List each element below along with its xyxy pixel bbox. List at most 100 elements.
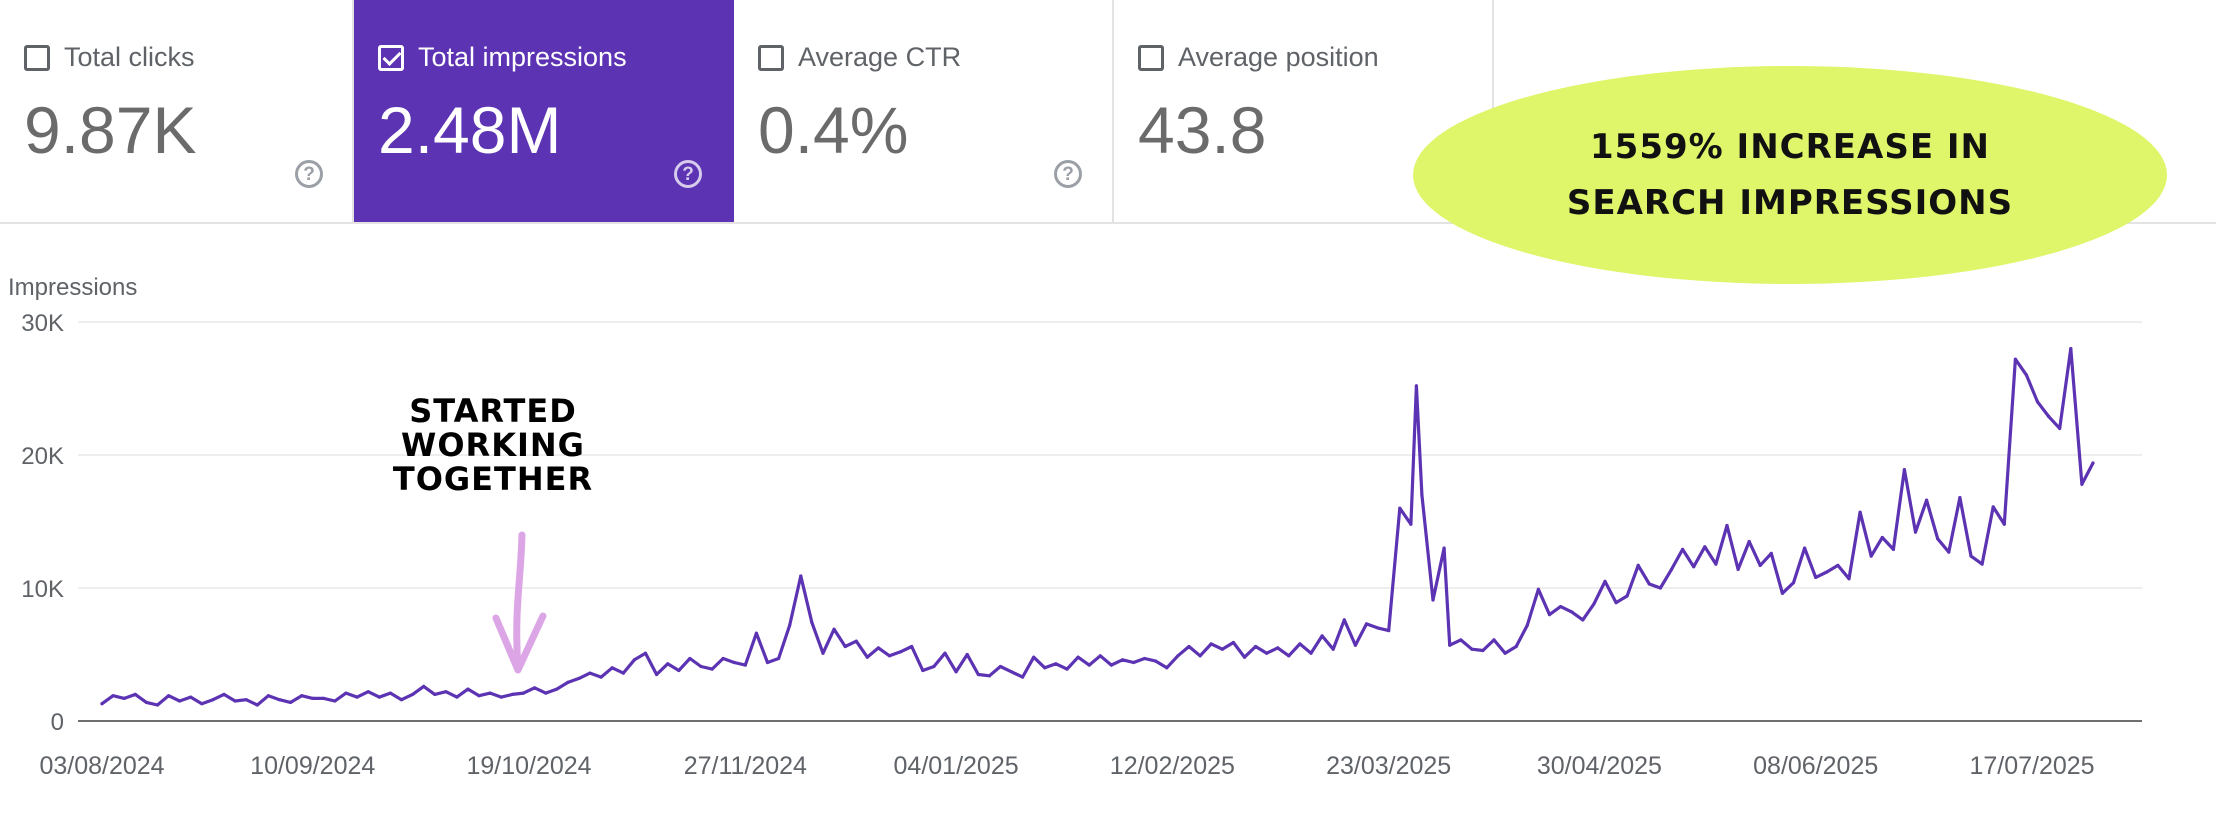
x-tick-label: 30/04/2025 [1537, 752, 1662, 780]
data-point [1120, 658, 1125, 662]
card-label: Total impressions [418, 42, 627, 72]
data-point [610, 666, 614, 670]
data-point [1514, 644, 1518, 649]
data-point [1891, 547, 1895, 552]
help-icon[interactable]: ? [295, 160, 323, 188]
data-point [1847, 577, 1851, 581]
data-point [843, 644, 847, 649]
average-ctr-checkbox[interactable] [758, 44, 784, 71]
data-point [821, 651, 825, 655]
data-point [1592, 602, 1596, 606]
data-point [477, 694, 481, 698]
data-point [1692, 565, 1696, 569]
data-point [1703, 545, 1707, 549]
data-point [1780, 591, 1784, 595]
data-point [1581, 618, 1585, 622]
card-total-clicks[interactable]: Total clicks 9.87K ? [0, 0, 354, 222]
data-point [1032, 655, 1036, 659]
data-point [488, 691, 492, 695]
metric-cards: Total clicks 9.87K ? Total impressions 2… [0, 0, 2216, 224]
data-point [577, 676, 581, 681]
x-tick-label: 12/02/2025 [1110, 752, 1235, 780]
callout-line-1: 1559% INCREASE IN [1590, 127, 1990, 167]
annotation-arrow-icon [513, 531, 526, 672]
x-tick-label: 17/07/2025 [1969, 752, 2094, 780]
card-header: Average CTR [758, 42, 961, 73]
data-point [1947, 550, 1951, 554]
data-point [1681, 547, 1685, 552]
total-clicks-checkbox[interactable] [24, 44, 50, 71]
data-point [1614, 601, 1618, 605]
data-point [1087, 663, 1091, 667]
data-point [1442, 546, 1446, 550]
data-point [2047, 414, 2051, 418]
y-tick-label: 20K [21, 443, 64, 470]
data-point [655, 672, 659, 677]
data-point [1603, 579, 1607, 584]
x-tick-label: 04/01/2025 [894, 752, 1019, 780]
data-point [1769, 551, 1773, 556]
data-point [1858, 510, 1862, 514]
annotation-line-3: TOGETHER [392, 460, 594, 498]
data-point [621, 671, 625, 675]
data-point [1814, 575, 1818, 580]
data-point [1803, 546, 1807, 550]
data-point [333, 699, 337, 703]
card-label: Average CTR [798, 42, 962, 72]
annotation-arrowhead-icon [492, 612, 547, 674]
data-point [632, 658, 637, 662]
data-point [1187, 644, 1191, 649]
y-axis-label: Impressions [8, 274, 137, 301]
data-point [965, 652, 969, 657]
data-point [266, 694, 270, 698]
data-point [1132, 660, 1136, 665]
data-point [987, 674, 992, 678]
data-point [155, 703, 160, 707]
data-point [854, 639, 858, 643]
data-point [721, 656, 725, 661]
data-point [167, 694, 171, 698]
card-total-impressions[interactable]: Total impressions 2.48M ? [354, 0, 734, 222]
data-point [1448, 643, 1452, 647]
data-point [976, 672, 980, 677]
data-point [1936, 537, 1940, 541]
data-point [399, 698, 404, 702]
data-point [1470, 647, 1474, 651]
data-point [377, 695, 381, 699]
y-tick-label: 0 [51, 709, 64, 736]
data-point [1420, 493, 1424, 497]
data-point [1065, 667, 1069, 671]
data-point [1869, 554, 1873, 558]
total-impressions-checkbox[interactable] [378, 44, 404, 71]
data-point [777, 656, 781, 661]
data-point [1198, 654, 1202, 658]
data-point [1836, 563, 1840, 568]
annotation-line-1: STARTED [409, 392, 577, 430]
data-point [1669, 567, 1674, 572]
data-point [122, 696, 126, 701]
data-point [1398, 506, 1402, 510]
data-point [1625, 594, 1629, 598]
card-average-ctr[interactable]: Average CTR 0.4% ? [734, 0, 1114, 222]
average-position-checkbox[interactable] [1138, 44, 1164, 71]
data-point [1176, 654, 1180, 658]
data-point [1431, 598, 1435, 602]
callout-line-2: SEARCH IMPRESSIONS [1566, 183, 2014, 223]
data-point [1791, 581, 1796, 585]
help-icon[interactable]: ? [1054, 160, 1082, 188]
data-point [1825, 570, 1829, 574]
data-point [910, 644, 914, 649]
data-point [1298, 642, 1302, 646]
card-average-position[interactable]: Average position 43.8 [1114, 0, 1494, 222]
data-point [2091, 461, 2095, 465]
data-point [1481, 648, 1485, 653]
data-point [1021, 675, 1025, 679]
data-point [1525, 623, 1529, 627]
help-icon[interactable]: ? [674, 160, 702, 188]
data-point [799, 574, 803, 578]
data-point [1265, 651, 1269, 655]
data-point [1353, 643, 1357, 647]
x-tick-label: 27/11/2024 [684, 752, 807, 780]
data-point [1725, 523, 1729, 528]
data-point [1414, 384, 1418, 388]
